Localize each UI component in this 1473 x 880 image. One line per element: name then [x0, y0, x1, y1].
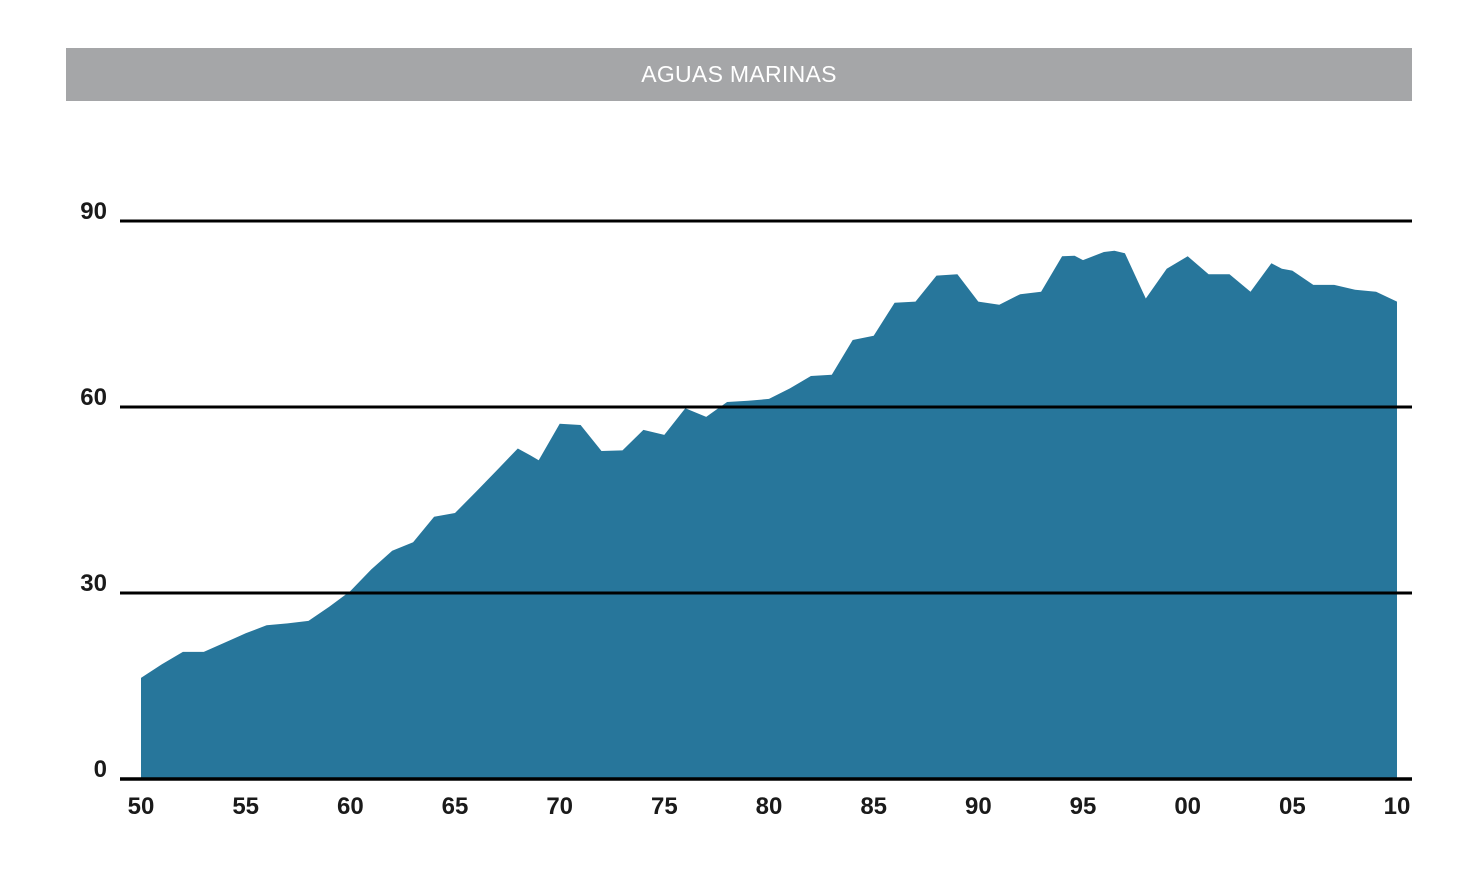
y-axis-ticks: 0 30 60 90: [80, 198, 107, 783]
x-tick-label: 70: [546, 793, 573, 820]
gridlines: [120, 219, 1412, 781]
x-tick-label: 05: [1279, 793, 1306, 820]
area-layer: [141, 250, 1397, 780]
x-tick-label: 90: [965, 793, 992, 820]
y-tick-label: 60: [80, 384, 107, 411]
chart-title-bar: AGUAS MARINAS: [66, 48, 1412, 101]
x-tick-label: 50: [128, 793, 155, 820]
x-tick-label: 80: [756, 793, 783, 820]
x-tick-label: 60: [337, 793, 364, 820]
chart-title: AGUAS MARINAS: [641, 61, 837, 87]
x-tick-label: 95: [1070, 793, 1097, 820]
x-tick-label: 10: [1384, 793, 1411, 820]
x-axis-ticks: 50 55 60 65 70 75 80 85 90 95 00 05 10: [128, 793, 1411, 820]
y-tick-label: 0: [94, 756, 107, 783]
x-tick-label: 75: [651, 793, 678, 820]
y-tick-label: 90: [80, 198, 107, 225]
y-tick-label: 30: [80, 570, 107, 597]
area-series: [141, 250, 1397, 780]
x-tick-label: 00: [1174, 793, 1201, 820]
x-tick-label: 55: [232, 793, 259, 820]
x-tick-label: 65: [442, 793, 469, 820]
x-tick-label: 85: [860, 793, 887, 820]
